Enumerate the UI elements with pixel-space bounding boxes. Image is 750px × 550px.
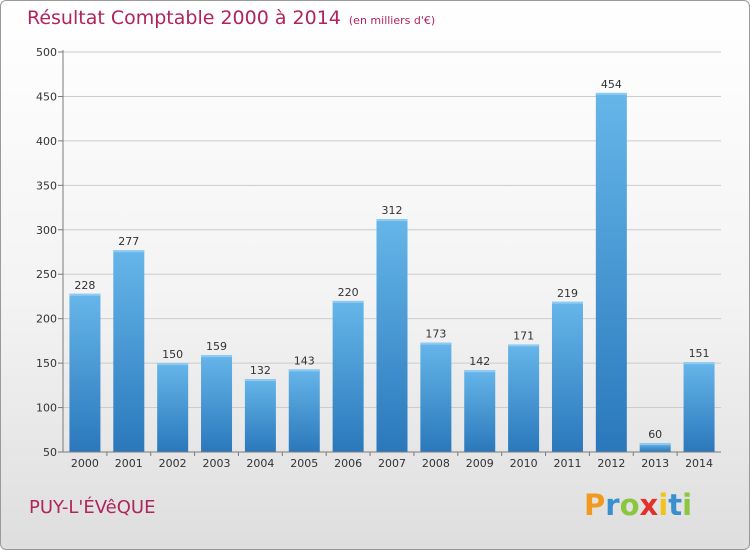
value-label-2003: 159 xyxy=(206,340,227,353)
x-tick-label-2008: 2008 xyxy=(422,457,450,470)
value-label-2007: 312 xyxy=(382,204,403,217)
bar-top-2000 xyxy=(69,293,101,296)
value-label-2010: 171 xyxy=(513,329,534,342)
x-tick-label-2011: 2011 xyxy=(553,457,581,470)
chart-subtitle: (en milliers d'€) xyxy=(348,14,436,27)
x-tick-label-2009: 2009 xyxy=(466,457,494,470)
bar-2003 xyxy=(201,355,233,452)
x-tick-label-2000: 2000 xyxy=(71,457,99,470)
bar-2014 xyxy=(683,362,715,452)
commune-name: PUY-L'ÉVêQUE xyxy=(29,497,156,518)
x-tick-label-2004: 2004 xyxy=(246,457,274,470)
bar-2001 xyxy=(113,250,145,452)
y-tick-label: 200 xyxy=(36,313,57,326)
value-label-2002: 150 xyxy=(162,348,183,361)
bar-2007 xyxy=(376,219,408,452)
bar-top-2004 xyxy=(244,379,276,382)
value-label-2011: 219 xyxy=(557,287,578,300)
x-tick-label-2010: 2010 xyxy=(510,457,538,470)
value-label-2013: 60 xyxy=(648,428,662,441)
bar-top-2002 xyxy=(157,363,189,366)
x-tick-label-2005: 2005 xyxy=(290,457,318,470)
x-tick-label-2001: 2001 xyxy=(115,457,143,470)
bar-top-2010 xyxy=(508,344,540,347)
value-label-2000: 228 xyxy=(74,279,95,292)
bar-2005 xyxy=(288,369,320,452)
bar-top-2011 xyxy=(551,301,583,304)
bar-top-2014 xyxy=(683,362,715,365)
bar-top-2013 xyxy=(639,443,671,446)
y-tick-label: 50 xyxy=(43,446,57,459)
x-tick-label-2012: 2012 xyxy=(597,457,625,470)
value-label-2001: 277 xyxy=(118,235,139,248)
value-label-2012: 454 xyxy=(601,78,622,91)
bar-2012 xyxy=(595,92,627,452)
value-label-2005: 143 xyxy=(294,354,315,367)
bar-top-2007 xyxy=(376,219,408,222)
x-tick-label-2007: 2007 xyxy=(378,457,406,470)
proxiti-logo: Proxiti xyxy=(584,488,693,522)
y-tick-label: 450 xyxy=(36,90,57,103)
value-label-2014: 151 xyxy=(689,347,710,360)
value-label-2004: 132 xyxy=(250,364,271,377)
x-tick-label-2014: 2014 xyxy=(685,457,713,470)
y-tick-label: 400 xyxy=(36,135,57,148)
y-tick-label: 250 xyxy=(36,268,57,281)
x-tick-label-2013: 2013 xyxy=(641,457,669,470)
x-tick-label-2002: 2002 xyxy=(159,457,187,470)
bar-2013 xyxy=(639,443,671,452)
value-label-2009: 142 xyxy=(469,355,490,368)
bar-2004 xyxy=(244,379,276,452)
bar-2006 xyxy=(332,300,364,452)
bar-2009 xyxy=(464,370,496,452)
y-tick-label: 150 xyxy=(36,357,57,370)
bar-top-2005 xyxy=(288,369,320,372)
bar-top-2012 xyxy=(595,92,627,95)
chart-title: Résultat Comptable 2000 à 2014 (en millie… xyxy=(27,7,435,29)
bar-top-2003 xyxy=(201,355,233,358)
x-tick-label-2003: 2003 xyxy=(203,457,231,470)
chart-title-text: Résultat Comptable 2000 à 2014 xyxy=(27,7,341,29)
y-tick-label: 500 xyxy=(36,46,57,59)
bar-2000 xyxy=(69,293,101,452)
y-tick-label: 350 xyxy=(36,179,57,192)
bar-top-2009 xyxy=(464,370,496,373)
value-label-2006: 220 xyxy=(338,286,359,299)
bar-top-2006 xyxy=(332,300,364,303)
value-label-2008: 173 xyxy=(425,328,446,341)
bar-2011 xyxy=(551,301,583,452)
bar-2008 xyxy=(420,342,452,452)
y-tick-label: 300 xyxy=(36,224,57,237)
bar-2002 xyxy=(157,363,189,452)
y-tick-label: 100 xyxy=(36,402,57,415)
bar-top-2008 xyxy=(420,342,452,345)
bar-top-2001 xyxy=(113,250,145,253)
x-tick-label-2006: 2006 xyxy=(334,457,362,470)
bar-2010 xyxy=(508,344,540,452)
